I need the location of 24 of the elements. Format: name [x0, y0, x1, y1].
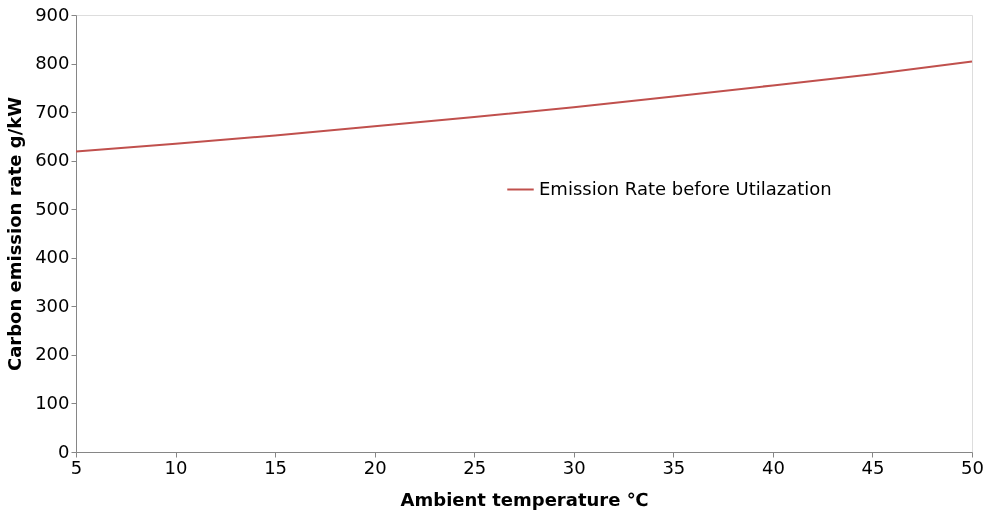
x-tick-label: 15 [264, 456, 288, 478]
x-tick-label: 10 [164, 456, 188, 478]
y-tick-label: 300 [35, 294, 70, 316]
y-tick-label: 100 [35, 391, 70, 413]
line-series [75, 60, 973, 153]
y-tick-label: 700 [35, 100, 70, 122]
x-tick-label: 40 [761, 456, 785, 478]
x-tick-label: 30 [562, 456, 586, 478]
y-tick-label: 900 [35, 3, 70, 25]
y-tick-label: 200 [35, 343, 70, 365]
x-tick-label: 45 [861, 456, 885, 478]
x-tick-label: 50 [961, 456, 984, 478]
x-tick-label: 20 [363, 456, 387, 478]
x-tick-label: 35 [662, 456, 686, 478]
y-tick-label: 800 [35, 52, 70, 74]
y-tick-label: 500 [35, 197, 70, 219]
legend-label: Emission Rate before Utilazation [539, 177, 832, 199]
y-tick-label: 0 [58, 440, 70, 462]
y-tick-label: 400 [35, 246, 70, 268]
x-tick-label: 5 [70, 456, 83, 478]
x-tick-label: 25 [463, 456, 487, 478]
y-axis-title: Carbon emission rate g/kW [4, 96, 26, 372]
x-axis-title: Ambient temperature ℃ [400, 488, 649, 510]
y-tick-label: 600 [35, 149, 70, 171]
